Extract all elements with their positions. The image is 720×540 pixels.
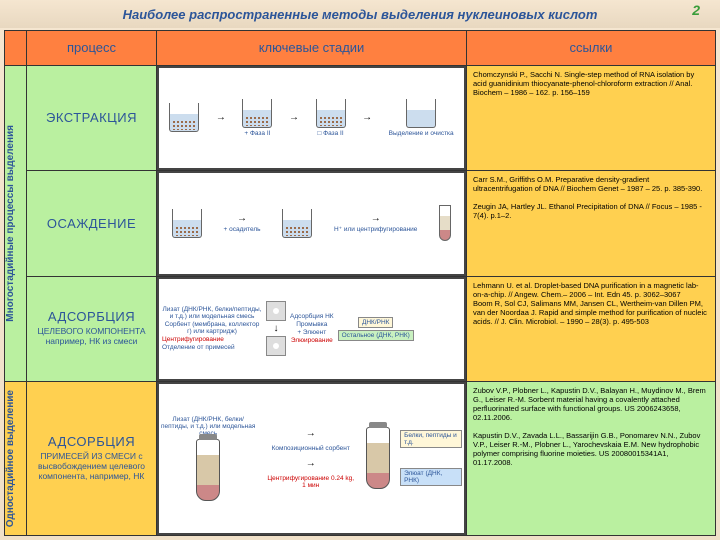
stages-precipitation: → + осадитель → Н⁺ или центрифугирование [157,171,467,276]
chip-icon [266,336,286,356]
box-dna: ДНК/РНК [358,317,394,328]
box-proteins: Белки, пептиды и т.д. [400,430,462,448]
stages-adsorption-impurity: Лизат (ДНК/РНК, белки/пептиды, и т.д.) и… [157,381,467,535]
arrow-icon: → [237,213,247,224]
arrow-icon: → [216,112,226,123]
row-extraction: Многостадийные процессы выделения ЭКСТРА… [5,65,716,170]
process-extraction-name: ЭКСТРАКЦИЯ [27,110,156,125]
process-precipitation-name: ОСАЖДЕНИЕ [27,216,156,231]
stages-adsorption-target: Лизат (ДНК/РНК, белки/пептиды, и т.д.) и… [157,276,467,381]
label-centrifuge: Центрифугирование [162,336,224,343]
col-header-process: процесс [27,31,157,66]
refs-extraction: Chomczynski P., Sacchi N. Single-step me… [467,65,716,170]
page-number: 2 [692,2,700,18]
label-centr: Н⁺ или центрифугирование [334,226,417,233]
row-precipitation: ОСАЖДЕНИЕ → + осадитель → Н⁺ или центриф… [5,171,716,276]
label-eluent: + Элюент [297,329,326,336]
process-adsorption-impurity-name: АДСОРБЦИЯ [27,434,156,449]
diagram-extraction: → + Фаза II → □ Фаза II → [159,68,464,168]
label-clean: Отделение от примесей [162,344,235,351]
side-single: Одностадийное выделение [5,381,27,535]
label-add: + осадитель [224,226,261,233]
methods-table: процесс ключевые стадии ссылки Многостад… [4,30,716,536]
side-single-label: Одностадийное выделение [5,386,16,531]
label-lysate: Лизат (ДНК/РНК, белки/пептиды, и т.д.) и… [162,306,262,320]
col-header-refs: ссылки [467,31,716,66]
arrow-icon: → [289,112,299,123]
title-bar: Наиболее распространенные методы выделен… [0,0,720,28]
chip-icon [266,301,286,321]
label-sorbent: Сорбент (мембрана, коллектор г) или карт… [162,321,262,335]
label-wash: Промывка [296,321,327,328]
row-adsorption-target: АДСОРБЦИЯ ЦЕЛЕВОГО КОМПОНЕНТА например, … [5,276,716,381]
process-adsorption-target: АДСОРБЦИЯ ЦЕЛЕВОГО КОМПОНЕНТА например, … [27,276,157,381]
diagram-adsorption-target: Лизат (ДНК/РНК, белки/пептиды, и т.д.) и… [159,279,464,379]
diagram-adsorption-impurity: Лизат (ДНК/РНК, белки/пептиды, и т.д.) и… [159,384,464,533]
refs-adsorption-impurity: Zubov V.P., Plobner L., Kapustin D.V., B… [467,381,716,535]
page-title: Наиболее распространенные методы выделен… [123,7,598,22]
row-adsorption-impurity: Одностадийное выделение АДСОРБЦИЯ ПРИМЕС… [5,381,716,535]
process-adsorption-target-name: АДСОРБЦИЯ [27,309,156,324]
label-phase2: □ Фаза II [317,130,343,137]
label-elution: Элюирование [291,337,333,344]
label-adsorb: Адсорбция НК [290,313,334,320]
ref-text-1: Zubov V.P., Plobner L., Kapustin D.V., B… [473,386,706,422]
label-sorbent2: Композиционный сорбент [272,445,350,452]
arrow-icon: → [306,458,316,469]
tube-icon [439,205,451,241]
arrow-icon: ↓ [274,323,279,334]
refs-adsorption-target: Lehmann U. et al. Droplet-based DNA puri… [467,276,716,381]
refs-precipitation: Carr S.M., Griffiths O.M. Preparative de… [467,171,716,276]
corner-cell [5,31,27,66]
process-adsorption-impurity: АДСОРБЦИЯ ПРИМЕСЕЙ ИЗ СМЕСИ с высвобожде… [27,381,157,535]
label-centrifuge2: Центрифугирование 0.24 kg, 1 мин [265,475,356,489]
stages-extraction: → + Фаза II → □ Фаза II → [157,65,467,170]
tube-icon [196,439,220,501]
slide-container: Наиболее распространенные методы выделен… [0,0,720,540]
arrow-icon: → [371,213,381,224]
arrow-icon: → [306,428,316,439]
process-adsorption-impurity-sub: ПРИМЕСЕЙ ИЗ СМЕСИ с высвобождением целев… [27,449,156,483]
box-eluate: Элюат (ДНК, РНК) [400,468,462,486]
side-multi-label: Многостадийные процессы выделения [5,121,16,326]
process-adsorption-target-sub: ЦЕЛЕВОГО КОМПОНЕНТА например, НК из смес… [27,324,156,348]
diagram-precipitation: → + осадитель → Н⁺ или центрифугирование [159,173,464,273]
header-row: процесс ключевые стадии ссылки [5,31,716,66]
col-header-stages: ключевые стадии [157,31,467,66]
side-multi: Многостадийные процессы выделения [5,65,27,381]
process-extraction: ЭКСТРАКЦИЯ [27,65,157,170]
box-other: Остальное (ДНК, РНК) [338,330,414,341]
label-phase1: + Фаза II [244,130,270,137]
table-wrapper: процесс ключевые стадии ссылки Многостад… [0,28,720,540]
arrow-icon: → [362,112,372,123]
tube-icon [366,427,390,489]
ref-text-2: Kapustin D.V., Zavada L.L., Bassarijin G… [473,431,700,467]
process-precipitation: ОСАЖДЕНИЕ [27,171,157,276]
label-output: Выделение и очистка [389,130,454,137]
